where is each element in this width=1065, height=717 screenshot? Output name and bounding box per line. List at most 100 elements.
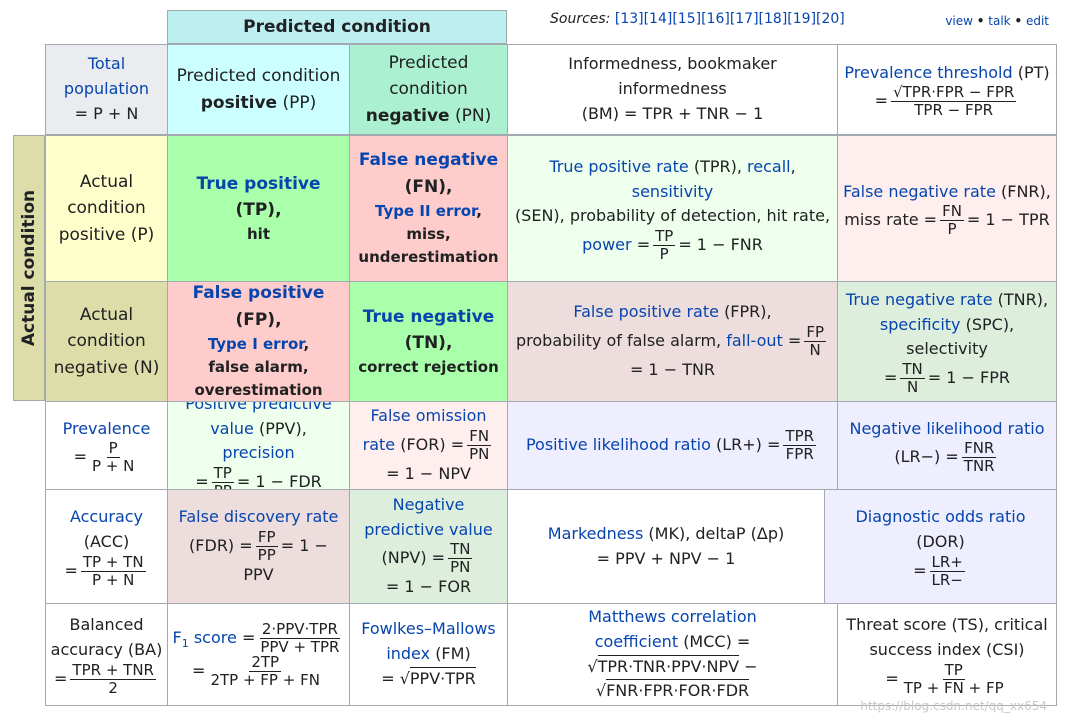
tpr-tail: = 1 − FNR	[678, 235, 763, 255]
markedness-link[interactable]: Markedness	[547, 523, 644, 543]
fall-out-link[interactable]: fall-out	[726, 331, 783, 350]
ba-eq: =	[54, 668, 68, 688]
tnr-fraction: TN N	[900, 362, 925, 395]
ppv-tail: = 1 − FDR	[236, 472, 322, 490]
specificity-link[interactable]: specificity	[879, 314, 961, 334]
tn-link[interactable]: True negative	[362, 306, 495, 327]
mcc-cell: Matthews correlation coefficient (MCC) =…	[507, 603, 838, 706]
fpr-abbr: (FPR),	[724, 302, 772, 322]
fp-link[interactable]: False positive	[192, 283, 325, 304]
fp-err-link[interactable]: Type I error	[207, 334, 304, 353]
pt-den: TPR − FPR	[914, 101, 994, 120]
prevalence-cell: Prevalence = P P + N	[45, 401, 168, 490]
fpr-link[interactable]: False positive rate	[573, 302, 719, 322]
f1-fraction-2: 2TP 2TP + FP + FN	[208, 652, 321, 689]
ts-line1: Threat score (TS), critical	[846, 615, 1048, 635]
lr-negative-link[interactable]: Negative likelihood ratio	[849, 418, 1045, 438]
mcc-link[interactable]: Matthews correlation	[588, 606, 757, 626]
fn-link[interactable]: False negative	[358, 150, 499, 171]
lr-positive-link[interactable]: Positive likelihood ratio	[525, 435, 711, 454]
mcc-link-b[interactable]: coefficient	[594, 631, 679, 651]
tpr-link[interactable]: True positive rate	[549, 156, 689, 176]
tnr-tail: = 1 − FPR	[927, 368, 1010, 388]
actual-negative-cell: Actual condition negative (N)	[45, 281, 168, 402]
prev-den: P + N	[92, 457, 135, 476]
pt-link[interactable]: Prevalence threshold	[844, 62, 1013, 82]
lrp-den: FPR	[785, 445, 814, 463]
mcc-line2: TPR·TNR·PPV·NPV	[597, 654, 740, 676]
for-cell: False omission rate (FOR) = FN PN = 1 − NP…	[349, 401, 508, 490]
pn-bold: negative	[365, 105, 450, 126]
tn-sub: correct rejection	[358, 358, 499, 377]
npv-num: TN	[448, 540, 473, 560]
fp-abbr: (FP),	[235, 309, 282, 330]
tpr-den: P	[659, 245, 669, 264]
predicted-negative-cell: Predicted condition negative (PN)	[349, 44, 508, 135]
prev-num: P	[106, 439, 120, 459]
for-den: PN	[469, 445, 490, 463]
ppv-link[interactable]: Positive predictive	[185, 401, 332, 413]
total-population-link[interactable]: Total	[87, 54, 126, 74]
fp-sub1: false alarm,	[208, 358, 309, 377]
ppv-num: TP	[211, 464, 234, 484]
balanced-accuracy-cell: Balanced accuracy (BA) = TPR + TNR 2	[45, 603, 168, 706]
for-link-b[interactable]: rate	[362, 435, 396, 454]
fnr-num: FN	[940, 202, 964, 222]
tpr-abbr: (TPR),	[693, 156, 742, 176]
fm-link[interactable]: Fowlkes–Mallows	[361, 619, 496, 639]
ap-line3: positive (P)	[58, 224, 155, 245]
fnr-link[interactable]: False negative rate	[843, 181, 996, 201]
ppv-link-b[interactable]: value	[210, 418, 254, 438]
sources-refs-link[interactable]: [13][14][15][16][17][18][19][20]	[614, 11, 845, 27]
f1-eq: =	[241, 627, 256, 647]
total-population-link-2[interactable]: population	[63, 79, 150, 99]
edit-link[interactable]: edit	[1025, 14, 1049, 28]
dor-link[interactable]: Diagnostic odds ratio	[855, 507, 1026, 527]
prev-eq: =	[73, 447, 88, 467]
prevalence-link[interactable]: Prevalence	[62, 418, 151, 438]
for-tail: = 1 − NPV	[386, 464, 471, 483]
view-link[interactable]: view	[945, 14, 973, 28]
pp-bold: positive	[200, 92, 278, 113]
f1-fraction-1: 2·PPV·TPR PPV + TPR	[258, 621, 341, 655]
fnr-tail: = 1 − TPR	[966, 210, 1050, 230]
for-link[interactable]: False omission	[370, 406, 487, 426]
precision-link[interactable]: precision	[222, 443, 295, 463]
fn-err-link[interactable]: Type II error	[375, 201, 477, 220]
fdr-den: PP	[257, 546, 276, 564]
markedness-cell: Markedness (MK), deltaP (Δp) = PPV + NPV…	[507, 489, 825, 604]
dor-den: LR−	[931, 570, 963, 589]
bm-line1: Informedness, bookmaker informedness	[568, 54, 777, 99]
lrn-abbr: (LR−) =	[894, 447, 959, 467]
tnr-link[interactable]: True negative rate	[845, 289, 993, 309]
f1-link[interactable]: F1 score	[172, 627, 237, 650]
fdr-link[interactable]: False discovery rate	[178, 507, 339, 527]
acc-eq: =	[64, 560, 78, 580]
f1-den2: 2TP + FP + FN	[210, 670, 320, 689]
an-line3: negative (N)	[53, 357, 160, 378]
ba-line2: accuracy (BA)	[50, 640, 163, 659]
an-line1: Actual	[79, 304, 134, 325]
fnr-den: P	[947, 220, 957, 239]
npv-link[interactable]: Negative	[392, 494, 465, 514]
ts-fraction: TP TP + FN + FP	[902, 662, 1006, 696]
npv-link-b[interactable]: predictive value	[364, 519, 493, 539]
fnr-cell: False negative rate (FNR), miss rate = FN…	[837, 135, 1057, 282]
actual-positive-cell: Actual condition positive (P)	[45, 135, 168, 282]
f1-num2: 2TP	[249, 652, 282, 672]
fnr-abbr: (FNR),	[1001, 181, 1051, 201]
sensitivity-link[interactable]: sensitivity	[631, 181, 714, 201]
fpr-num: FP	[804, 323, 827, 342]
fm-link-b[interactable]: index	[386, 644, 431, 664]
fm-formula: PPV·TPR	[409, 666, 476, 688]
fm-abbr: (FM)	[435, 644, 471, 664]
accuracy-link[interactable]: Accuracy	[69, 507, 144, 527]
fnr-fraction: FN P	[940, 204, 964, 237]
bm-line2: (BM) = TPR + TNR − 1	[581, 103, 764, 123]
recall-link[interactable]: recall	[747, 156, 791, 176]
acc-den: P + N	[92, 570, 135, 589]
total-population-formula: = P + N	[74, 103, 139, 123]
tp-link[interactable]: True positive	[196, 173, 321, 194]
talk-link[interactable]: talk	[988, 14, 1011, 28]
power-link[interactable]: power	[582, 235, 632, 255]
